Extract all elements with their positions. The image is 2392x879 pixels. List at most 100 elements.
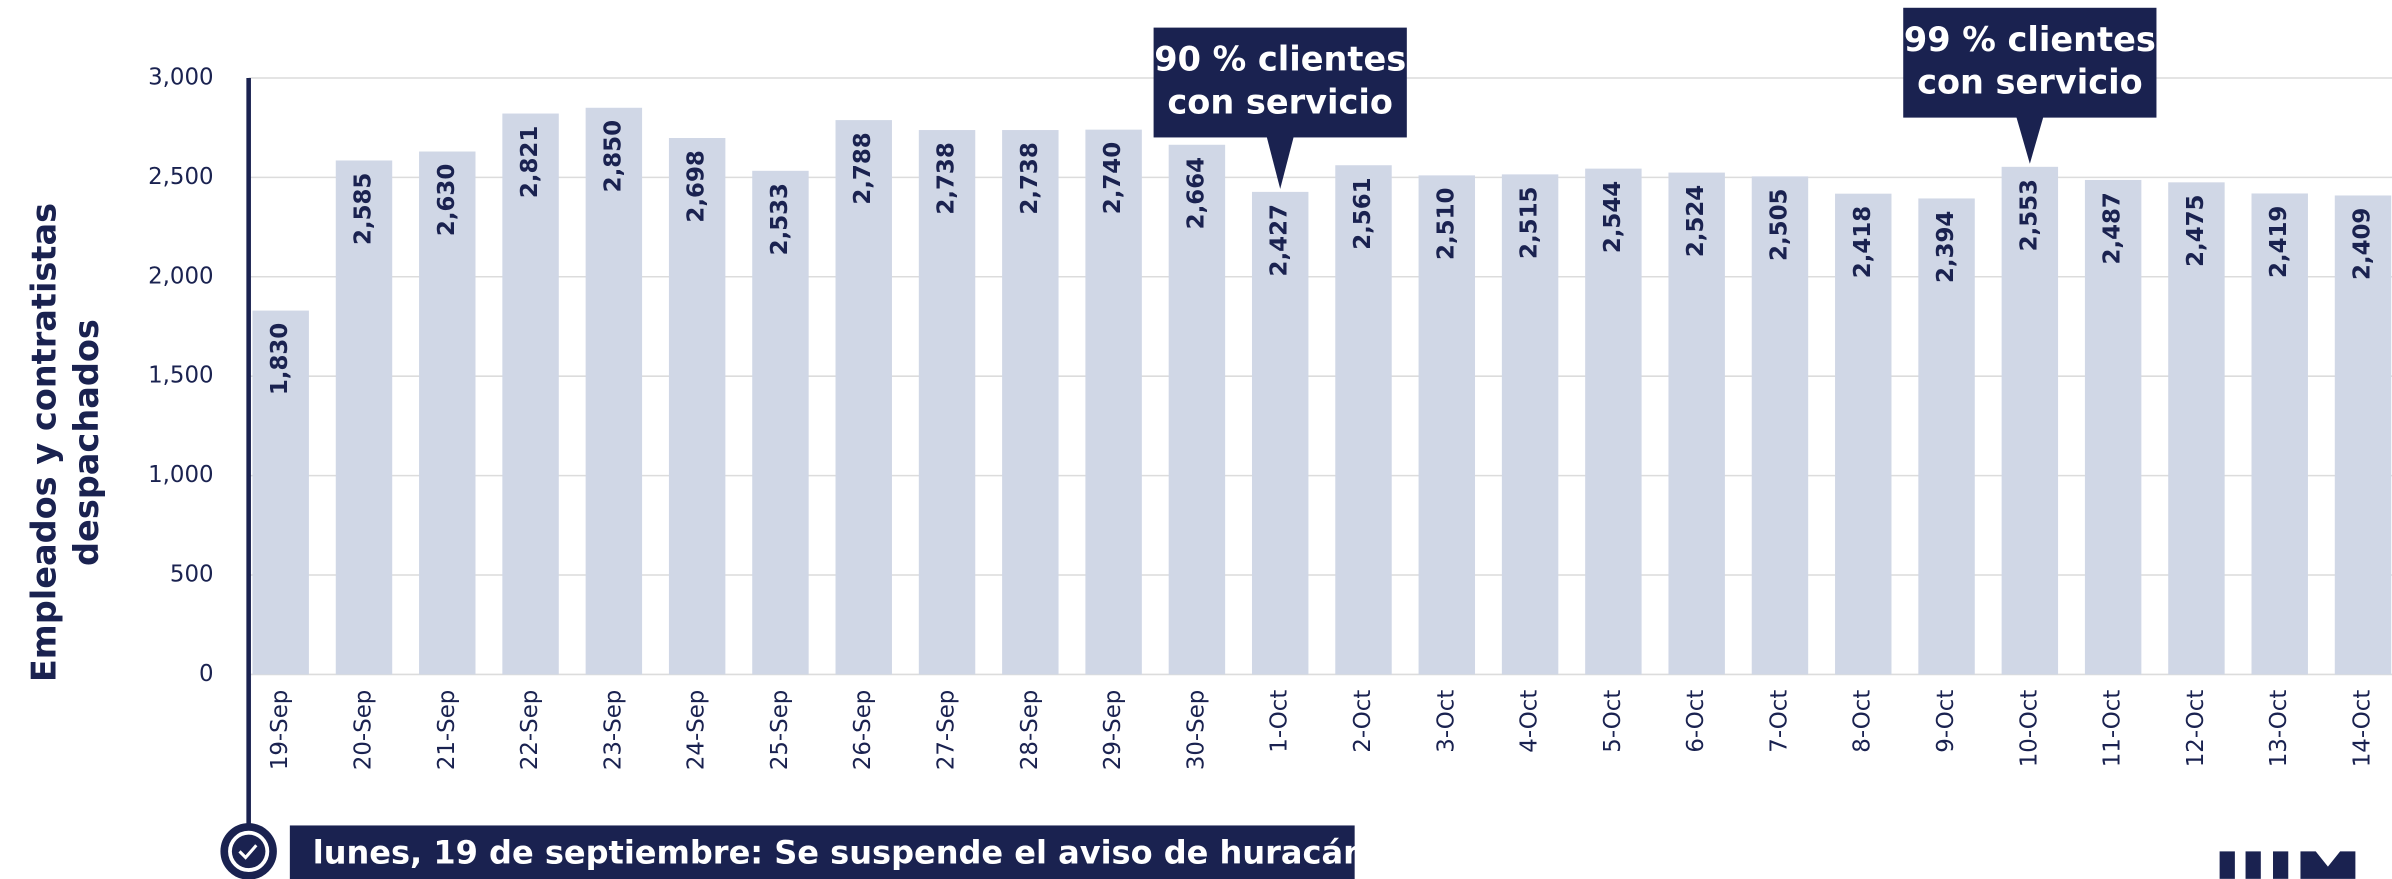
bar [2334,195,2392,675]
bar [668,137,726,675]
x-tick-label: 26-Sep [850,690,876,770]
value-label: 2,788 [850,132,876,204]
bar [1002,130,1059,675]
bar [835,120,892,675]
x-tick-label: 11-Oct [2100,690,2126,768]
x-tick-label: 3-Oct [1433,690,1459,753]
value-label: 2,553 [2016,179,2042,251]
x-tick-label: 23-Sep [600,690,626,770]
value-label: 2,510 [1433,188,1459,260]
timeline-icon-inner [231,834,266,869]
x-tick-label: 30-Sep [1183,690,1209,770]
x-tick-label: 2-Oct [1350,690,1376,753]
x-tick-label: 20-Sep [350,690,376,770]
bar [2251,193,2308,675]
x-tick-label: 4-Oct [1517,690,1543,753]
y-tick-label: 500 [170,562,214,588]
value-label: 2,585 [350,173,376,245]
callout-text: con servicio [1167,82,1393,121]
bar [1668,172,1725,675]
x-tick-label: 21-Sep [434,690,460,770]
x-tick-label: 7-Oct [1766,690,1792,753]
value-label: 2,561 [1350,177,1376,249]
x-tick-label: 19-Sep [267,690,293,770]
bar [1085,129,1142,675]
value-label: 2,533 [767,183,793,255]
x-tick-label: 12-Oct [2183,690,2209,768]
bar [1918,198,1975,675]
x-tick-label: 29-Sep [1100,690,1126,770]
bar [1585,168,1642,675]
value-label: 2,487 [2100,192,2126,264]
value-label: 2,740 [1100,142,1126,214]
value-label: 1,830 [267,323,293,395]
callout-box [1153,27,1407,138]
y-tick-label: 1,000 [148,462,213,488]
bar [585,107,643,675]
callout-box [1903,7,2157,118]
bar [1501,174,1559,675]
x-tick-label: 5-Oct [1600,690,1626,753]
callout-pointer [2016,116,2044,164]
callout-text: 99 % clientes [1904,20,2156,59]
logo [2219,851,2356,879]
callout-text: 90 % clientes [1154,40,1406,79]
value-label: 2,418 [1850,206,1876,278]
bar [2084,179,2142,675]
value-label: 2,850 [600,120,626,192]
y-tick-label: 3,000 [148,64,213,90]
value-label: 2,515 [1517,187,1543,259]
x-tick-label: 6-Oct [1683,690,1709,753]
y-tick-label: 0 [199,661,214,687]
bar [252,310,309,675]
x-tick-label: 22-Sep [517,690,543,770]
bar [1751,176,1809,675]
y-tick-label: 2,500 [148,164,213,190]
value-label: 2,738 [934,142,960,214]
bar [335,160,393,675]
bar [752,170,809,675]
y-axis-title: Empleados y contratistas despachados [24,203,106,682]
value-label: 2,394 [1933,211,1959,283]
value-label: 2,524 [1683,185,1709,257]
x-tick-label: 25-Sep [767,690,793,770]
x-tick-label: 13-Oct [2266,690,2292,768]
note-box [289,825,1355,879]
bar [1251,191,1309,675]
value-label: 2,738 [1017,142,1043,214]
x-tick-label: 10-Oct [2016,690,2042,768]
value-label: 2,698 [684,150,710,222]
value-label: 2,664 [1183,157,1209,229]
bar [1418,175,1476,675]
value-label: 2,544 [1600,181,1626,253]
check [238,844,258,860]
bar [918,130,976,675]
note: lunes, 19 de septiembre: Se suspende el … [313,833,1378,871]
bars: 1,830 19-Sep 2,585 20-Sep 2,630 21-Sep 2,821 22… [252,107,2392,770]
bar [2168,182,2225,675]
value-label: 2,409 [2350,208,2376,280]
value-label: 2,475 [2183,195,2209,267]
callout-pointer [1266,135,1294,189]
x-tick-label: 28-Sep [1017,690,1043,770]
x-tick-label: 1-Oct [1267,690,1293,753]
bar [2001,166,2059,675]
x-tick-label: 27-Sep [934,690,960,770]
value-label: 2,821 [517,126,543,198]
bar [1835,193,1892,675]
bar [502,113,559,675]
bar [1335,165,1392,675]
value-label: 2,427 [1267,204,1293,276]
x-tick-label: 8-Oct [1850,690,1876,753]
x-tick-label: 9-Oct [1933,690,1959,753]
y-axis-title-line: despachados [67,319,106,566]
value-label: 2,505 [1766,189,1792,261]
y-tick-label: 2,000 [148,263,213,289]
value-label: 2,419 [2266,206,2292,278]
value-label: 2,630 [434,164,460,236]
callout-text: con servicio [1917,63,2143,102]
y-axis-title-line: Empleados y contratistas [24,203,63,682]
bar [1168,144,1226,675]
